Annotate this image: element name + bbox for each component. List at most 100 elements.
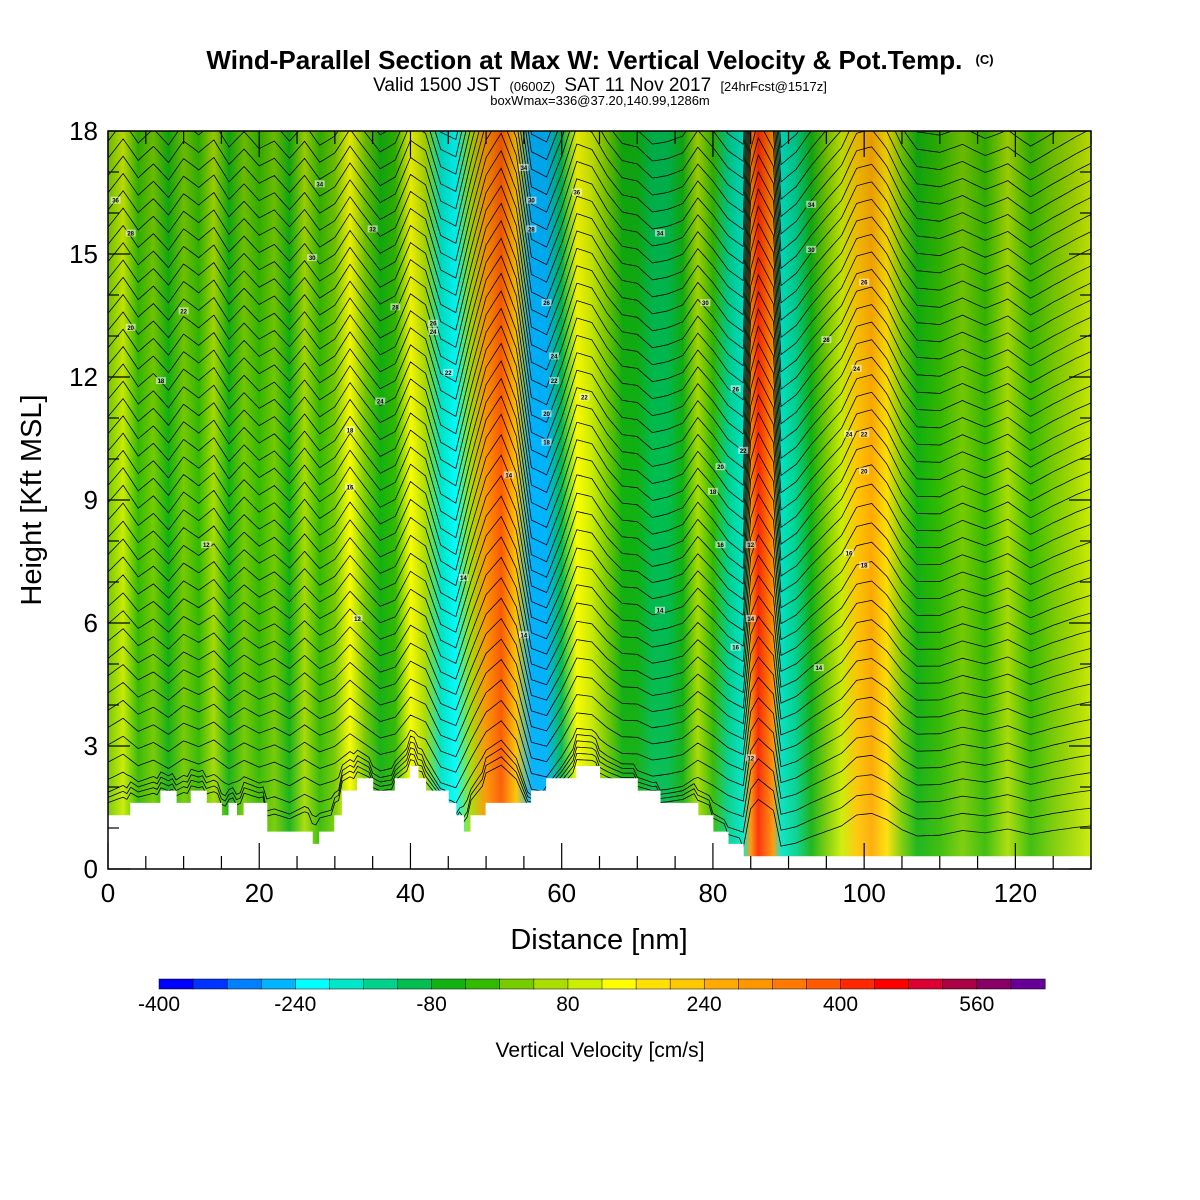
isentrope-12: [108, 554, 1091, 670]
contour-label-20: 30: [526, 196, 537, 205]
velocity-shading: [108, 131, 1091, 869]
y-tick-label: 18: [69, 116, 98, 146]
contour-label-bg: [715, 541, 726, 549]
contour-label-bg: [738, 446, 749, 454]
contour-label-bg: [730, 385, 741, 393]
contour-label-10: 20: [125, 323, 136, 332]
contour-label-text: 34: [808, 203, 815, 209]
isentrope-14: [108, 513, 1091, 640]
contour-label-3: 32: [367, 225, 378, 233]
contour-label-bg: [745, 541, 756, 549]
contour-label-text: 20: [861, 469, 868, 475]
contour-label-bg: [571, 188, 582, 196]
contour-label-bg: [125, 323, 136, 331]
colorbar: [158, 978, 1046, 990]
contour-label-text: 36: [112, 199, 119, 205]
colorbar-swatch-23: [942, 978, 978, 990]
contour-label-bg: [367, 225, 378, 233]
contour-label-text: 28: [392, 305, 399, 311]
contour-label-text: 26: [430, 322, 437, 328]
contour-label-1: 28: [125, 229, 136, 238]
contour-label-text: 22: [551, 379, 558, 385]
chart-title: Wind-Parallel Section at Max W: Vertical…: [206, 45, 993, 75]
isentrope-16: [108, 472, 1091, 609]
contour-label-bg: [859, 561, 870, 569]
contour-label-47: 24: [844, 430, 855, 438]
isentrope-7: [108, 656, 1091, 747]
contour-label-text: 16: [717, 543, 724, 549]
contour-labels: 36 28 34 32 30 28 26 24 22 22 20 18 24 18 16 12 12 14 14 34…: [110, 163, 870, 762]
subtitle-forecast: [24hrFcst@1517z]: [720, 79, 826, 94]
colorbar-swatch-11: [533, 978, 569, 990]
contour-label-bg: [178, 307, 189, 315]
isentrope-35: [108, 132, 1091, 283]
colorbar-swatch-20: [840, 978, 876, 990]
plot-area: 36 28 34 32 30 28 26 24 22 22 20 18 24 18 16 12 12 14 14 34…: [108, 131, 1091, 869]
isentrope-28: [108, 255, 1091, 406]
contour-label-bg: [859, 430, 870, 438]
contour-label-14: 16: [344, 483, 355, 492]
contour-label-40: 16: [730, 643, 741, 652]
colorbar-swatch-1: [192, 978, 228, 990]
contour-label-text: 24: [551, 355, 558, 361]
isentrope-11: [108, 574, 1091, 686]
contour-label-51: 18: [859, 561, 870, 570]
contour-label-text: 22: [180, 309, 187, 315]
y-tick-label: 12: [69, 362, 98, 392]
isentrope-20: [108, 393, 1091, 546]
contour-label-41: 12: [745, 754, 756, 762]
contour-label-38: 12: [745, 541, 756, 549]
colorbar-tick-label: 400: [823, 993, 858, 1016]
contour-label-text: 34: [521, 166, 528, 172]
isentrope-17: [108, 452, 1091, 594]
chart-title-suffix: (C): [976, 52, 994, 67]
isentrope-36: [108, 131, 1091, 266]
contour-label-bg: [314, 180, 325, 188]
colorbar-swatch-16: [703, 978, 739, 990]
contour-label-bg: [428, 319, 439, 327]
colorbar-swatch-4: [295, 978, 330, 990]
contour-label-26: 18: [541, 438, 552, 447]
colorbar-label: Vertical Velocity [cm/s]: [496, 1039, 705, 1062]
contour-label-text: 12: [747, 543, 754, 549]
colorbar-swatch-18: [772, 978, 808, 990]
x-axis-label: Distance [nm]: [510, 924, 687, 956]
contour-label-text: 14: [657, 609, 664, 615]
contour-label-bg: [844, 549, 855, 557]
contour-label-12: 24: [375, 397, 386, 406]
contour-label-43: 30: [806, 245, 817, 254]
contour-label-28: 22: [579, 393, 590, 402]
contour-label-text: 26: [861, 281, 868, 287]
contour-label-bg: [806, 200, 817, 208]
x-tick-label: 60: [547, 878, 576, 908]
isentrope-13: [108, 533, 1091, 655]
contour-label-33: 22: [738, 446, 749, 455]
colorbar-swatch-19: [806, 978, 842, 990]
colorbar-swatch-13: [601, 978, 637, 990]
contour-label-bg: [851, 364, 862, 372]
contour-label-bg: [443, 368, 454, 376]
contour-label-text: 18: [710, 490, 717, 496]
contour-label-23: 24: [549, 352, 560, 361]
colorbar-swatch-12: [567, 978, 603, 990]
isentrope-40: [108, 131, 1088, 197]
contour-label-text: 30: [528, 199, 535, 205]
contour-label-bg: [307, 254, 318, 262]
y-axis-label: Height [Kft MSL]: [16, 394, 48, 605]
contour-label-text: 28: [528, 227, 535, 233]
contour-label-text: 12: [203, 543, 210, 549]
colorbar-swatch-21: [874, 978, 910, 990]
contour-label-text: 12: [354, 617, 361, 623]
contour-label-24: 22: [549, 377, 560, 385]
contour-label-text: 18: [861, 564, 868, 570]
contour-label-bg: [859, 467, 870, 475]
contour-label-bg: [813, 664, 824, 672]
isentrope-25: [108, 307, 1091, 458]
contour-label-bg: [458, 573, 469, 581]
contour-label-text: 22: [445, 371, 452, 377]
contour-label-bg: [518, 163, 529, 171]
contour-label-bg: [155, 377, 166, 385]
colorbar-tick-label: 240: [687, 993, 722, 1016]
